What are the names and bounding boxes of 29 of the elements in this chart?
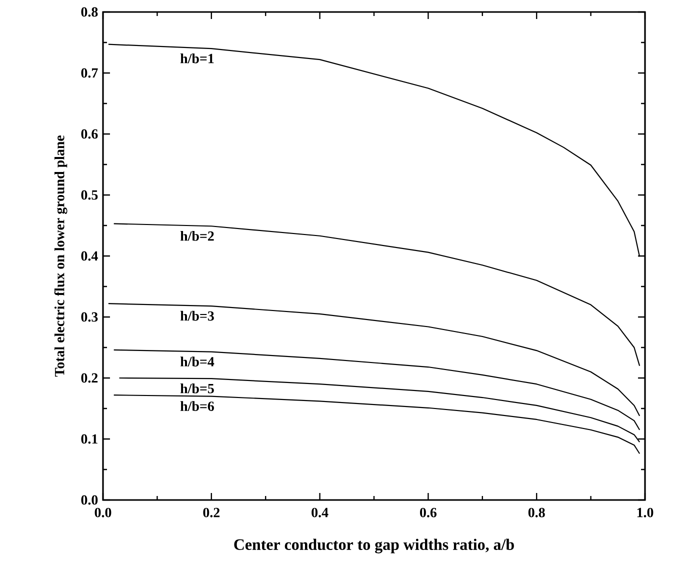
series-label: h/b=1	[180, 53, 214, 64]
line-series	[113, 349, 640, 430]
x-tick-label: 1.0	[637, 508, 654, 518]
y-tick-label: 0.1	[81, 434, 98, 444]
y-tick-label: 0.4	[81, 251, 98, 261]
x-axis-title: Center conductor to gap widths ratio, a/b	[234, 538, 514, 554]
line-series	[108, 303, 640, 416]
y-tick-label: 0.3	[81, 312, 98, 322]
line-series	[113, 223, 640, 366]
series-label: h/b=6	[180, 401, 214, 411]
y-tick-label: 0.5	[81, 190, 98, 200]
line-series	[108, 44, 640, 258]
line-series	[113, 394, 640, 454]
y-tick-label: 0.8	[81, 7, 98, 17]
series-label: h/b=4	[180, 356, 214, 366]
series-label: h/b=3	[180, 310, 214, 321]
y-tick-label: 0.7	[81, 68, 98, 78]
y-axis-title: Total electric flux on lower ground plane	[54, 135, 68, 377]
x-tick-label: 0.2	[203, 508, 220, 518]
y-tick-label: 0.0	[81, 495, 98, 505]
x-tick-label: 0.6	[420, 508, 437, 518]
x-tick-label: 0.8	[528, 508, 545, 518]
y-tick-label: 0.2	[81, 373, 98, 383]
line-series	[118, 377, 640, 443]
series-label: h/b=2	[180, 230, 214, 241]
x-tick-label: 0.0	[94, 508, 112, 518]
y-tick-label: 0.6	[81, 129, 98, 139]
series-label: h/b=5	[180, 383, 214, 394]
x-tick-label: 0.4	[312, 508, 328, 518]
